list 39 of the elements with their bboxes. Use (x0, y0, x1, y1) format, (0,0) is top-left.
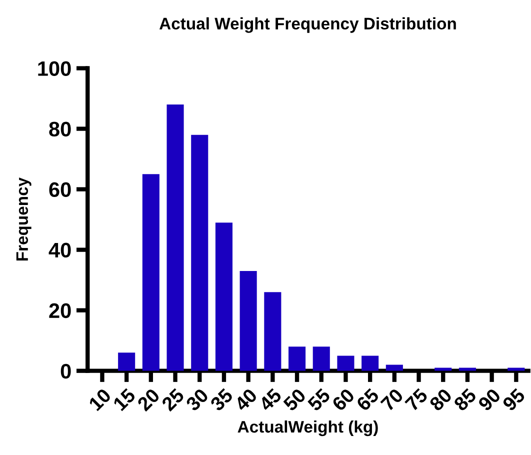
bar (362, 356, 379, 371)
y-axis-title: Frequency (16, 177, 32, 261)
x-tick-label: 65 (356, 388, 380, 412)
bar (264, 292, 282, 371)
bar (191, 134, 208, 371)
bar (312, 346, 330, 371)
x-tick-label: 20 (136, 388, 160, 412)
bar (288, 346, 306, 371)
y-tick-label: 60 (49, 182, 71, 198)
x-tick-label: 30 (185, 388, 210, 412)
x-tick-label: 85 (452, 388, 478, 412)
y-tick-label: 0 (60, 364, 71, 379)
bar (142, 174, 160, 371)
x-tick-label: 90 (477, 388, 502, 412)
x-tick-label: 50 (282, 388, 307, 412)
x-tick-label: 60 (331, 388, 356, 412)
y-tick-label: 40 (48, 242, 71, 258)
y-tick-label: 80 (49, 122, 71, 137)
x-tick-label: 25 (160, 388, 185, 412)
bar (118, 352, 136, 371)
x-tick-label: 10 (88, 388, 112, 412)
x-tick-label: 15 (112, 388, 136, 412)
y-tick-label: 20 (49, 303, 71, 318)
y-tick-label: 100 (38, 61, 71, 76)
chart-title: Actual Weight Frequency Distribution (159, 17, 456, 33)
x-tick-label: 45 (258, 388, 282, 412)
bar (386, 364, 403, 371)
x-tick-label: 75 (404, 388, 428, 412)
bar (166, 104, 184, 371)
x-axis-title: ActualWeight (kg) (238, 420, 378, 436)
x-tick-label: 70 (380, 388, 404, 412)
x-tick-label: 40 (234, 388, 258, 412)
x-tick-label: 55 (307, 388, 332, 412)
bar (215, 222, 232, 371)
bar (337, 356, 354, 371)
x-tick-label: 95 (502, 388, 526, 412)
x-tick-label: 35 (209, 388, 234, 412)
bar (240, 270, 257, 371)
x-tick-label: 80 (428, 388, 453, 412)
